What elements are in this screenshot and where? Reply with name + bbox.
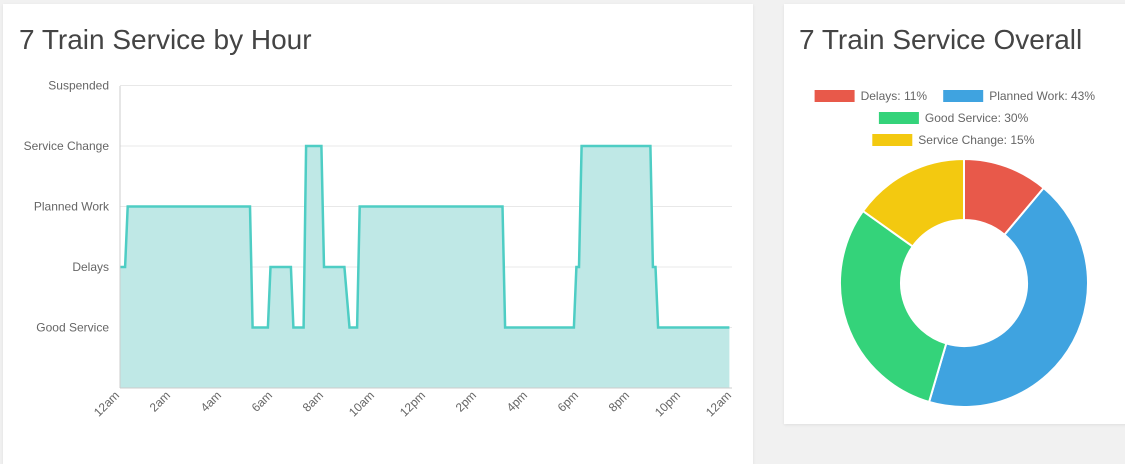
legend-label[interactable]: Good Service: 30% (925, 111, 1029, 125)
service-line (120, 144, 730, 329)
y-tick-label: Service Change (24, 139, 110, 153)
legend-swatch[interactable] (878, 112, 919, 124)
donut-slice-planned-work[interactable] (927, 186, 1089, 408)
hourly-chart-title: 7 Train Service by Hour (19, 24, 312, 55)
legend-swatch[interactable] (872, 134, 913, 146)
donut-slice-service-change[interactable] (861, 157, 965, 248)
donut-slice-good-service[interactable] (839, 209, 948, 404)
y-tick-label: Good Service (36, 321, 109, 335)
legend-label[interactable]: Delays: 11% (861, 89, 928, 103)
y-tick-label: Suspended (48, 79, 109, 93)
y-tick-label: Planned Work (34, 200, 110, 214)
overall-chart-title: 7 Train Service Overall (799, 24, 1083, 55)
service-area-fill (120, 146, 730, 388)
legend-label[interactable]: Planned Work: 43% (989, 89, 1095, 103)
legend-swatch[interactable] (814, 90, 855, 102)
legend-swatch[interactable] (943, 90, 984, 102)
legend-label[interactable]: Service Change: 15% (918, 133, 1034, 147)
y-tick-label: Delays (72, 260, 109, 274)
